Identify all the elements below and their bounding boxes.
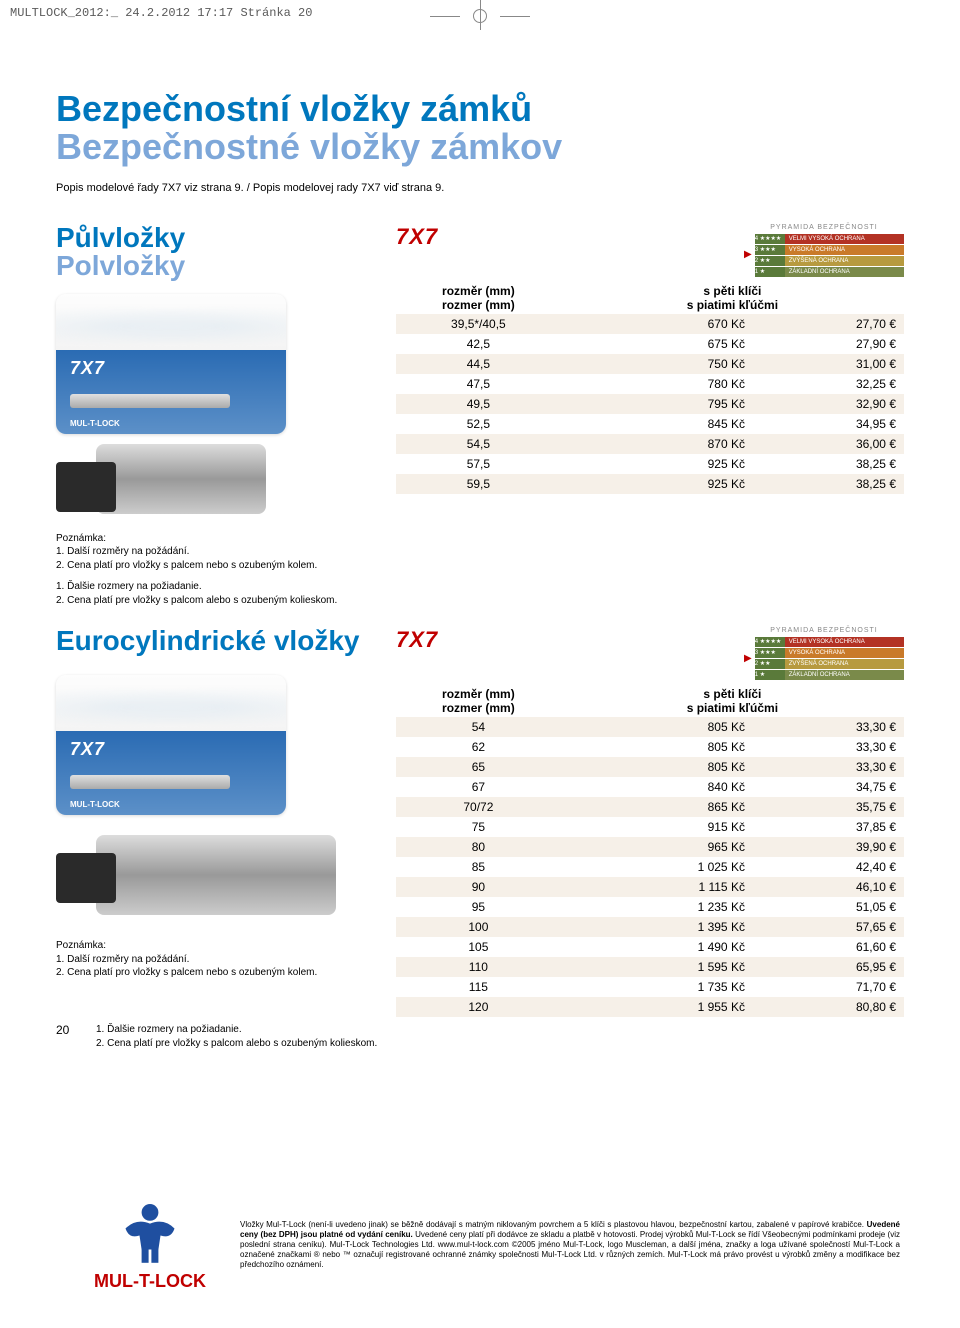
table-row: 52,5845 Kč34,95 €: [396, 414, 904, 434]
note-line: 1. Ďalšie rozmery na požiadanie.: [56, 580, 904, 594]
table-row: 54805 Kč33,30 €: [396, 717, 904, 737]
table-row: 1201 955 Kč80,80 €: [396, 997, 904, 1017]
table-row: 901 115 Kč46,10 €: [396, 877, 904, 897]
table-row: 49,5795 Kč32,90 €: [396, 394, 904, 414]
col2-header-a: s pěti klíči: [567, 687, 898, 701]
table-row: 1101 595 Kč65,95 €: [396, 957, 904, 977]
section-euro: Eurocylindrické vložky 7X7 MUL-T-LOCK Po…: [56, 627, 904, 1050]
table-row: 75915 Kč37,85 €: [396, 817, 904, 837]
crop-reg-circle: [473, 9, 487, 23]
table-row: 1151 735 Kč71,70 €: [396, 977, 904, 997]
page-number: 20: [56, 1023, 96, 1037]
footer-legal-text: Vložky Mul-T-Lock (není-li uvedeno jinak…: [240, 1220, 900, 1270]
notes-block-3: 1. Ďalšie rozmery na požiadanie. 2. Cena…: [96, 1023, 377, 1050]
note-line: 2. Cena platí pro vložky s palcem nebo s…: [56, 559, 904, 573]
notes-block-1: Poznámka: 1. Další rozměry na požádání. …: [56, 532, 904, 608]
section1-title-sk: Polvložky: [56, 252, 396, 280]
table-row: 70/72865 Kč35,75 €: [396, 797, 904, 817]
product-card: 7X7 MUL-T-LOCK: [56, 294, 286, 434]
page-title-sk: Bezpečnostné vložky zámkov: [56, 128, 904, 166]
note-line: 2. Cena platí pre vložky s palcom alebo …: [96, 1037, 377, 1051]
security-pyramid: PYRAMIDA BEZPEČNOSTI ▶ 4 ★★★★VELMI VYSOK…: [744, 224, 904, 278]
card-mtl-logo: MUL-T-LOCK: [70, 419, 120, 428]
note-line: 2. Cena platí pro vložky s palcem nebo s…: [56, 966, 396, 980]
table-row: 57,5925 Kč38,25 €: [396, 454, 904, 474]
page-subtitle: Popis modelové řady 7X7 viz strana 9. / …: [56, 182, 904, 194]
table-row: 54,5870 Kč36,00 €: [396, 434, 904, 454]
product-card: 7X7 MUL-T-LOCK: [56, 675, 286, 815]
table-row: 1001 395 Kč57,65 €: [396, 917, 904, 937]
col1-header-a: rozměr (mm): [402, 687, 555, 701]
table-row: 1051 490 Kč61,60 €: [396, 937, 904, 957]
section-pulvlozky: Půlvložky Polvložky 7X7 MUL-T-LOCK 7X7 P…: [56, 224, 904, 608]
section1-title-cz: Půlvložky: [56, 224, 396, 252]
note-heading: Poznámka:: [56, 532, 904, 546]
page-content: Bezpečnostní vložky zámků Bezpečnostné v…: [12, 40, 948, 1070]
card-mtl-logo: MUL-T-LOCK: [70, 800, 120, 809]
page-footer: MUL-T-LOCK Vložky Mul-T-Lock (není-li uv…: [60, 1197, 900, 1292]
footer-logo-block: MUL-T-LOCK: [60, 1197, 240, 1292]
table-row: 851 025 Kč42,40 €: [396, 857, 904, 877]
footer-logo-text: MUL-T-LOCK: [60, 1271, 240, 1292]
card-7x7-logo: 7X7: [70, 358, 105, 379]
note-line: 1. Další rozměry na požádání.: [56, 953, 396, 967]
half-cylinder-image: [96, 444, 266, 514]
col1-header-b: rozmer (mm): [402, 298, 555, 312]
table-row: 62805 Kč33,30 €: [396, 737, 904, 757]
crop-mark: [500, 16, 530, 17]
table-row: 44,5750 Kč31,00 €: [396, 354, 904, 374]
table-row: 59,5925 Kč38,25 €: [396, 474, 904, 494]
price-table-2: rozměr (mm) rozmer (mm) s pěti klíči s p…: [396, 685, 904, 1017]
card-7x7-logo: 7X7: [70, 739, 105, 760]
table-row: 39,5*/40,5670 Kč27,70 €: [396, 314, 904, 334]
notes-block-2: Poznámka: 1. Další rozměry na požádání. …: [56, 939, 396, 980]
table-row: 67840 Kč34,75 €: [396, 777, 904, 797]
col2-header-a: s pěti klíči: [567, 284, 898, 298]
note-line: 2. Cena platí pre vložky s palcom alebo …: [56, 594, 904, 608]
note-line: 1. Ďalšie rozmery na požiadanie.: [96, 1023, 377, 1037]
table-row: 65805 Kč33,30 €: [396, 757, 904, 777]
table-row: 80965 Kč39,90 €: [396, 837, 904, 857]
muscleman-icon: [115, 1197, 185, 1267]
brand-7x7-logo: 7X7: [396, 627, 438, 653]
print-header: MULTLOCK_2012:_ 24.2.2012 17:17 Stránka …: [10, 6, 312, 20]
col1-header-b: rozmer (mm): [402, 701, 555, 715]
page-title-cz: Bezpečnostní vložky zámků: [56, 90, 904, 128]
col2-header-b: s piatimi kľúčmi: [567, 701, 898, 715]
table-row: 42,5675 Kč27,90 €: [396, 334, 904, 354]
table-row: 951 235 Kč51,05 €: [396, 897, 904, 917]
note-heading: Poznámka:: [56, 939, 396, 953]
crop-mark: [430, 16, 460, 17]
note-line: 1. Další rozměry na požádání.: [56, 545, 904, 559]
col2-header-b: s piatimi kľúčmi: [567, 298, 898, 312]
table-row: 47,5780 Kč32,25 €: [396, 374, 904, 394]
section2-title: Eurocylindrické vložky: [56, 627, 396, 655]
security-pyramid: PYRAMIDA BEZPEČNOSTI ▶ 4 ★★★★VELMI VYSOK…: [744, 627, 904, 681]
euro-cylinder-image: [96, 835, 336, 915]
price-table-1: rozměr (mm) rozmer (mm) s pěti klíči s p…: [396, 282, 904, 494]
col1-header-a: rozměr (mm): [402, 284, 555, 298]
brand-7x7-logo: 7X7: [396, 224, 438, 250]
